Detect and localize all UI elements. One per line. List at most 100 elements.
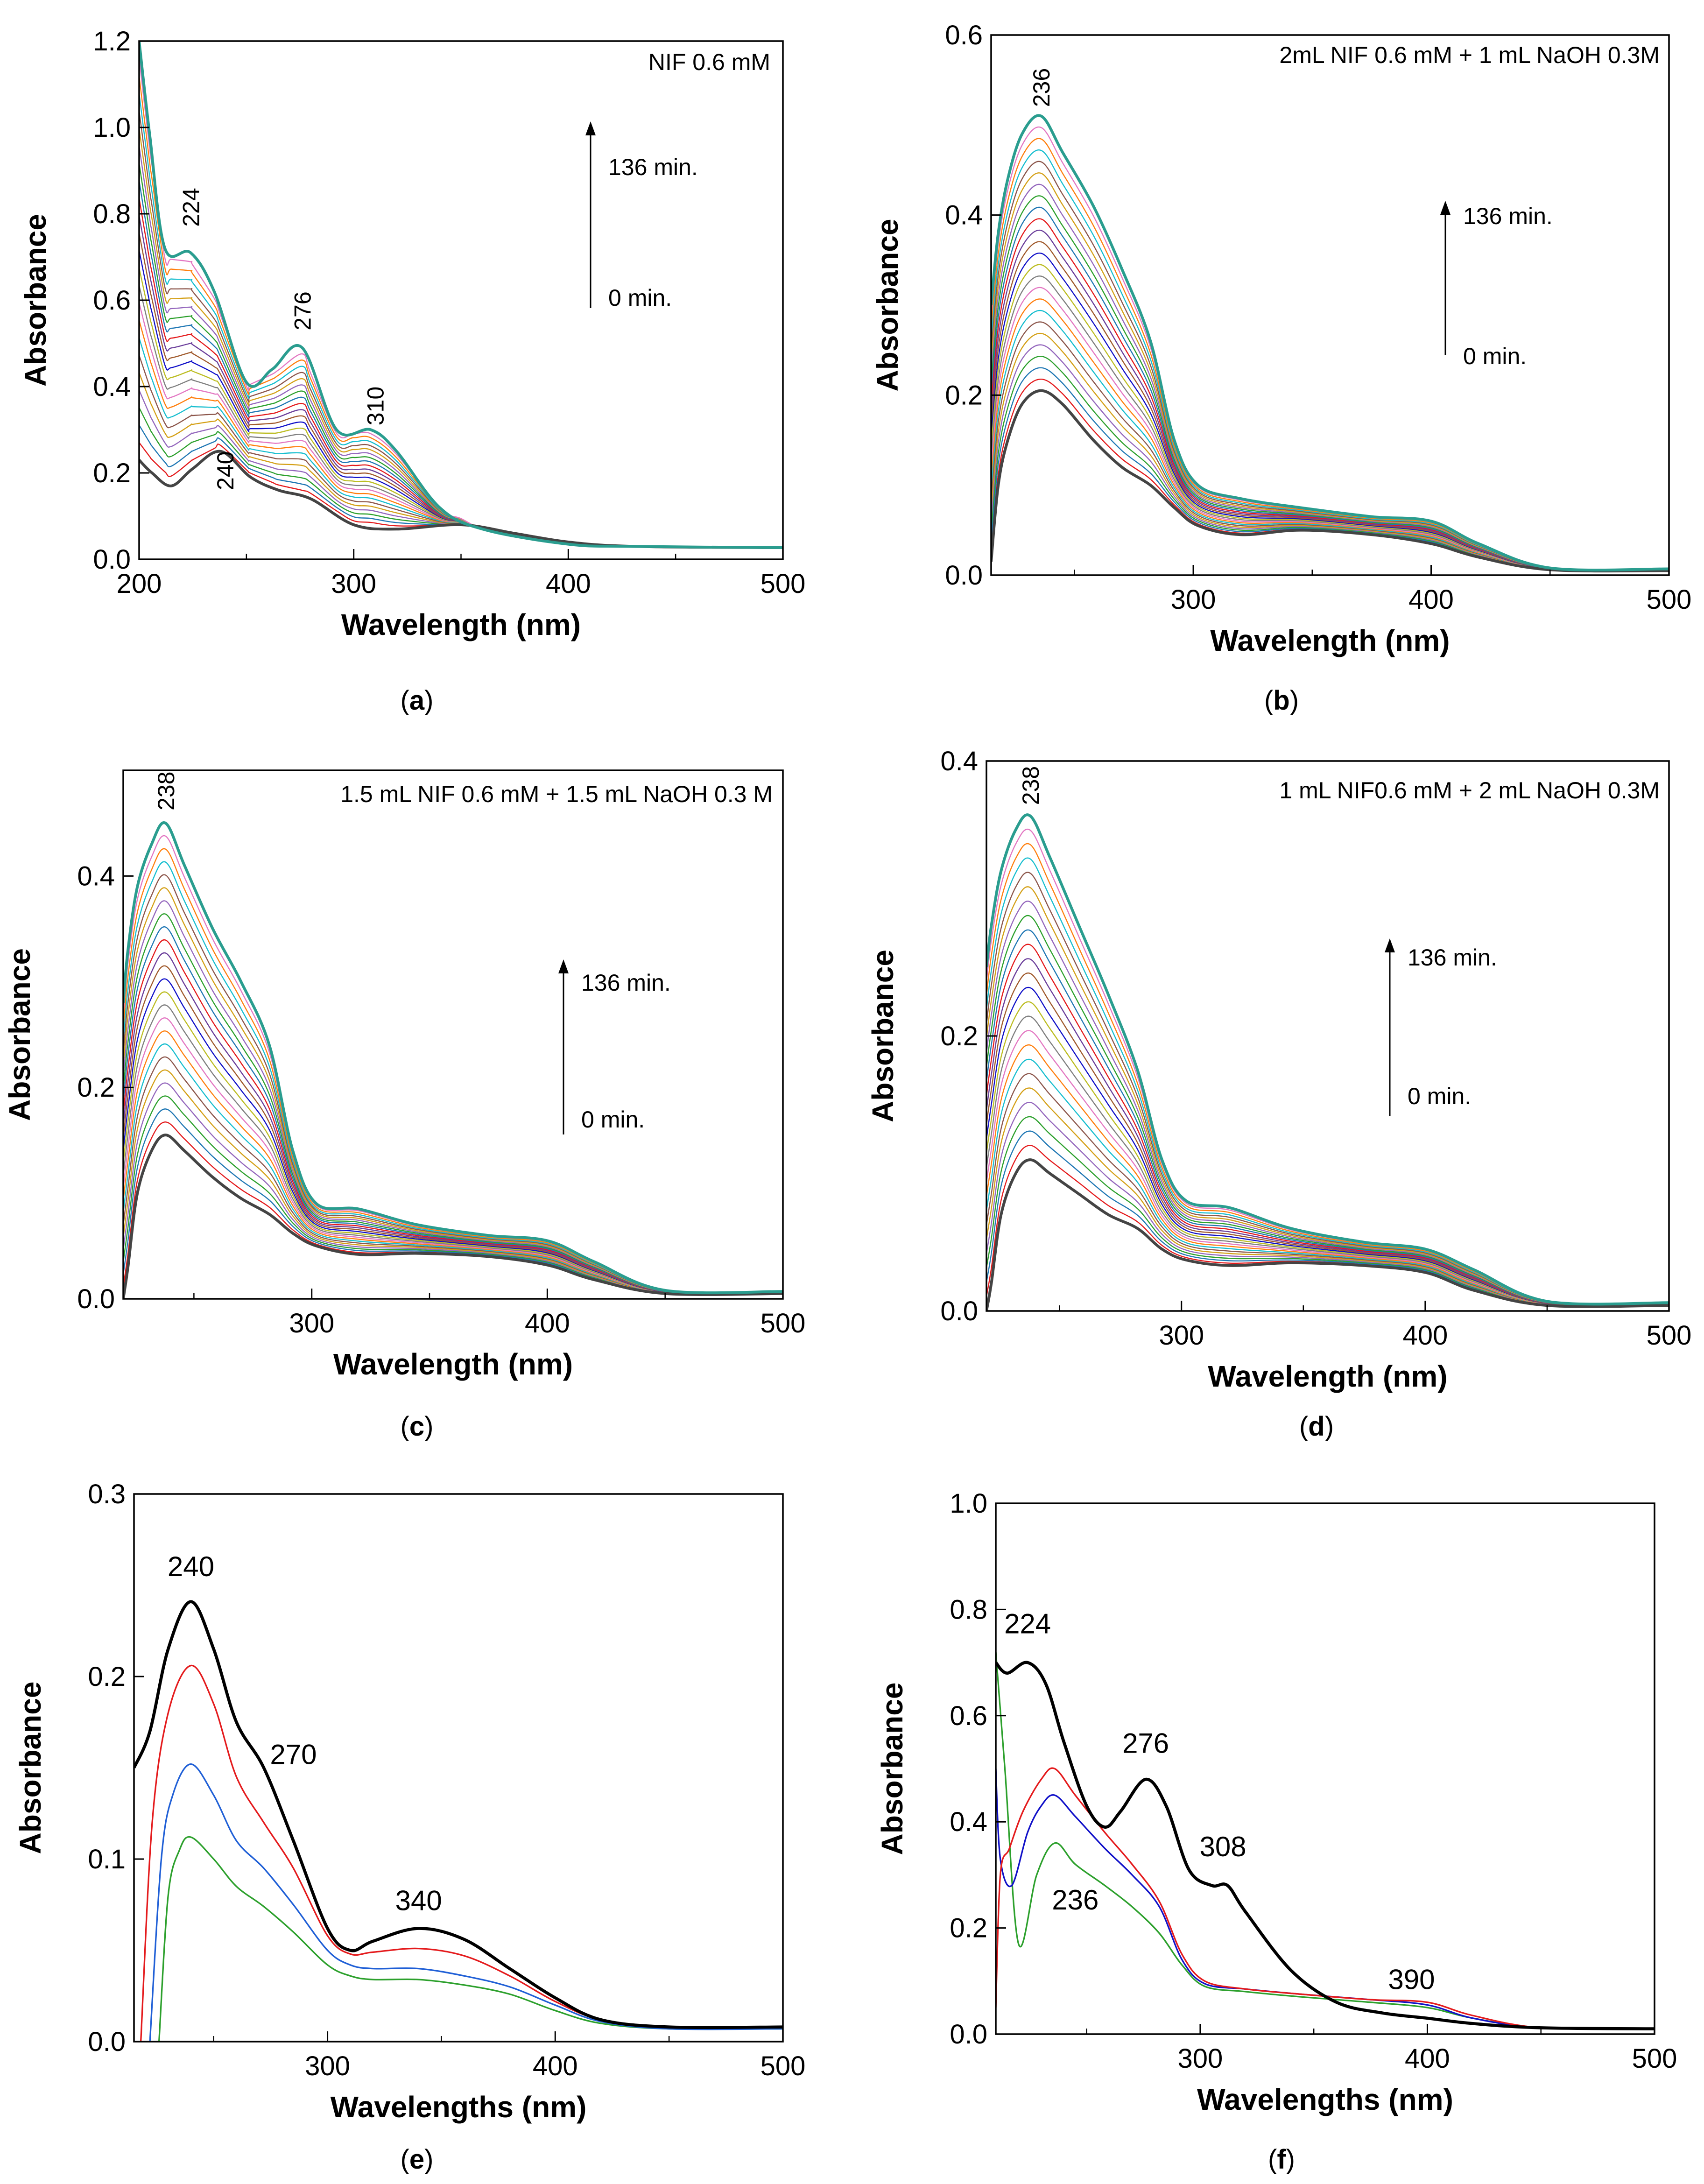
panel-caption: (f) [1268,2144,1295,2175]
intermediate-spectrum [123,952,783,1294]
intermediate-spectrum [986,1116,1669,1307]
plot-frame [133,1493,784,2043]
peak-label: 238 [1018,766,1044,805]
intermediate-spectrum [123,1082,783,1295]
x-tick-label: 300 [1178,2043,1223,2074]
peak-label: 340 [395,1885,442,1916]
peak-label: 390 [1388,1964,1435,1995]
intermediate-spectrum [123,1004,783,1295]
plot-frame [986,760,1670,1312]
x-tick-label: 400 [525,1308,570,1339]
intermediate-spectrum [991,332,1669,571]
series-green [158,1836,783,2042]
time-arrow-head [1385,938,1395,952]
intermediate-spectrum [123,1121,783,1295]
plot-frame [990,34,1670,576]
peak-label: 238 [153,772,179,810]
x-tick-label: 500 [760,569,806,599]
x-tick-label: 300 [331,569,376,599]
plot-area [996,1652,1655,2030]
panel-caption: (a) [401,685,434,716]
intermediate-spectrum [991,344,1669,571]
intermediate-spectrum [991,172,1669,571]
intermediate-spectrum [986,886,1669,1305]
y-axis-label: Absorbance [866,950,900,1122]
y-tick-label: 0.4 [940,746,978,776]
y-tick-label: 1.0 [93,113,131,143]
peak-label: 224 [178,188,204,226]
x-tick-label: 500 [760,2051,806,2081]
peak-label: 308 [1199,1831,1246,1862]
spectrum-136-min [991,114,1669,572]
intermediate-spectrum [986,944,1669,1306]
panel-b: 300 400 500 0.0 0.2 0.4 0.6 Wavelength (nm) Abso… [871,20,1691,716]
intermediate-spectrum [139,303,783,549]
x-axis-label: Wavelengths (nm) [331,2090,587,2124]
intermediate-spectrum [991,161,1669,571]
peak-label: 270 [270,1739,317,1770]
intermediate-spectrum [986,843,1669,1305]
x-tick-label: 500 [760,1308,806,1339]
spectrum-0-min [123,1134,783,1299]
plot-area [123,821,783,1299]
series-red [140,1664,783,2042]
peak-label: 236 [1028,68,1055,107]
intermediate-spectrum [123,1069,783,1295]
time-start-label: 0 min. [1463,343,1527,369]
y-tick-label: 0.4 [93,372,131,402]
y-tick-label: 0.0 [940,1296,978,1326]
time-end-label: 136 min. [581,970,671,996]
intermediate-spectrum [986,929,1669,1306]
intermediate-spectrum [991,218,1669,571]
panel-caption: (d) [1299,1411,1334,1442]
spectrum-136-min [139,41,783,549]
y-tick-label: 0.1 [88,1844,126,1874]
intermediate-spectrum [991,253,1669,571]
intermediate-spectrum [123,900,783,1294]
panel-caption: (b) [1264,685,1299,716]
panel-a: 200 300 400 500 0.0 0.2 0.4 0.6 0.8 1.0 1.2 Wavelen… [19,26,805,716]
plot-area [991,114,1669,573]
plot-area [986,813,1669,1311]
y-tick-label: 0.0 [88,2027,126,2057]
y-axis-label: Absorbance [14,1682,47,1854]
panel-c: 300 400 500 0.0 0.2 0.4 Wavelength (nm) Absorba… [3,769,806,1442]
plot-area [134,1600,783,2042]
y-tick-label: 0.6 [93,285,131,316]
intermediate-spectrum [123,939,783,1294]
peak-label: 236 [1052,1884,1098,1916]
y-tick-label: 0.2 [945,380,983,410]
intermediate-spectrum [986,1073,1669,1307]
intermediate-spectrum [123,848,783,1294]
y-axis-label: Absorbance [3,948,36,1121]
x-tick-label: 300 [305,2051,350,2081]
intermediate-spectrum [991,206,1669,571]
intermediate-spectrum [991,275,1669,571]
series-black [134,1600,783,2029]
panel-title: 1 mL NIF0.6 mM + 2 mL NaOH 0.3M [1279,777,1660,803]
x-tick-label: 300 [289,1308,334,1339]
x-axis-label: Wavelength (nm) [333,1347,573,1381]
y-tick-label: 0.2 [940,1021,978,1051]
intermediate-spectrum [986,915,1669,1306]
spectrum-136-min [123,821,783,1295]
y-tick-label: 0.2 [950,1913,987,1944]
intermediate-spectrum [991,287,1669,571]
plot-frame [122,769,784,1300]
x-tick-label: 500 [1647,585,1692,615]
y-tick-label: 0.6 [945,20,983,50]
peak-label: 276 [1122,1727,1169,1759]
y-tick-label: 0.0 [950,2019,987,2050]
x-tick-label: 500 [1647,1320,1692,1351]
time-end-label: 136 min. [608,154,698,180]
intermediate-spectrum [139,338,783,549]
intermediate-spectrum [123,1095,783,1295]
intermediate-spectrum [123,965,783,1295]
intermediate-spectrum [123,874,783,1294]
intermediate-spectrum [139,180,783,549]
series-black [996,1661,1655,2030]
intermediate-spectrum [139,285,783,549]
time-arrow-head [585,121,596,135]
y-tick-label: 0.0 [77,1284,115,1314]
series-blue [996,1768,1655,2030]
